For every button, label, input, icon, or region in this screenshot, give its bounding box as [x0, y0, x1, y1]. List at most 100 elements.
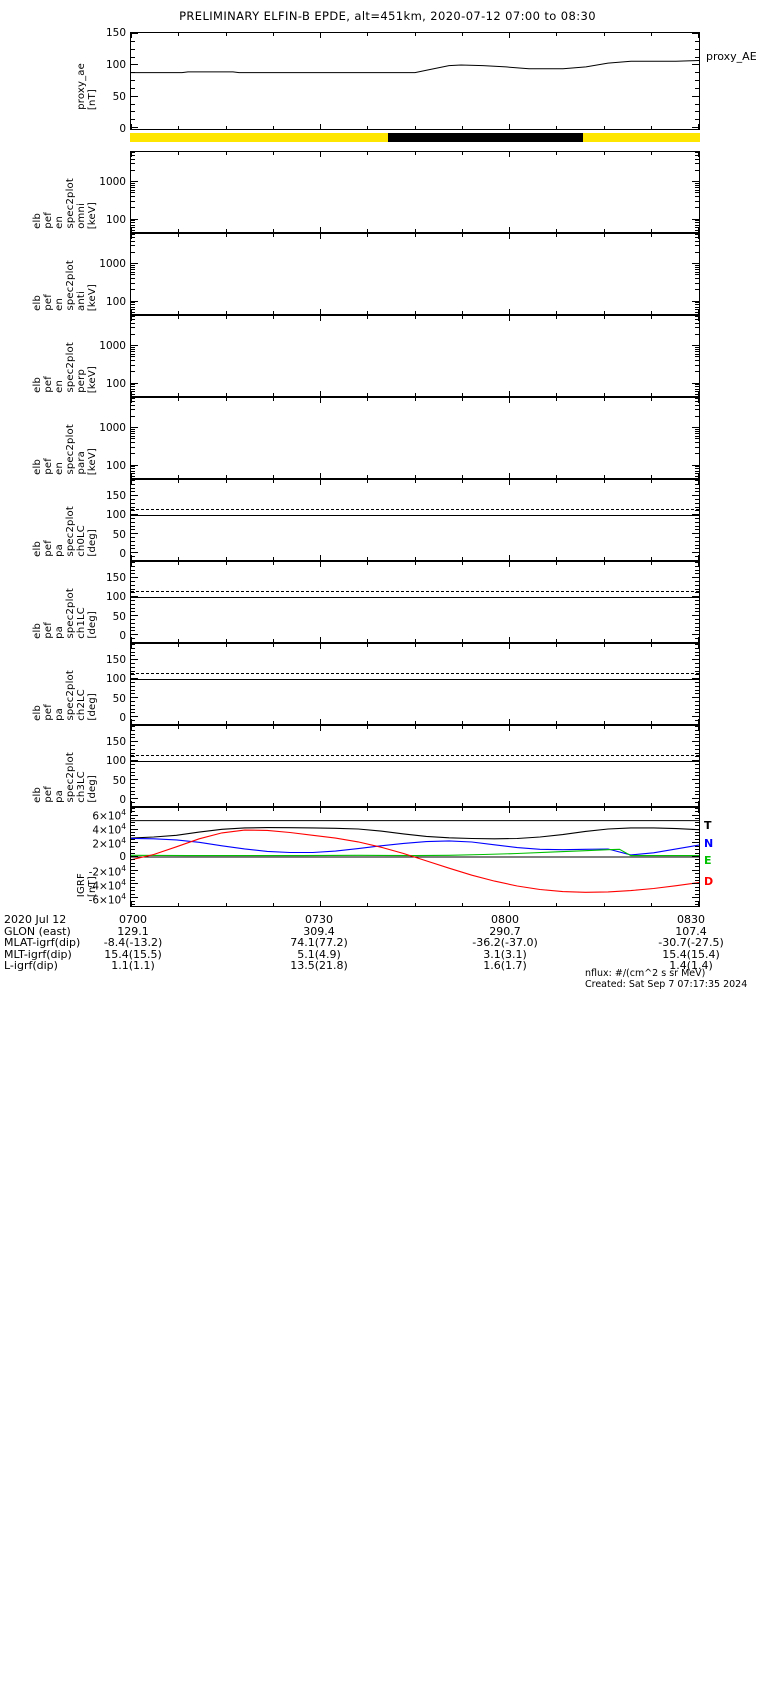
tick-mark — [603, 803, 605, 806]
tick-mark — [692, 427, 699, 429]
tick-mark — [695, 510, 699, 512]
tick-mark — [695, 415, 699, 417]
x-ticks-bottom — [131, 637, 699, 642]
tick-mark — [131, 480, 132, 485]
tick-mark — [556, 475, 558, 478]
y-ticks-right — [692, 152, 699, 232]
tick-mark — [698, 309, 699, 314]
tick-mark — [178, 557, 180, 560]
tick-mark — [178, 639, 180, 642]
y-axis-title-part: pef — [43, 786, 54, 803]
tick-mark — [178, 229, 180, 232]
tick-mark — [131, 562, 132, 567]
loss-cone-solid-line — [131, 679, 699, 681]
tick-mark — [461, 557, 463, 560]
tick-mark — [178, 803, 180, 806]
tick-mark — [509, 124, 510, 129]
tick-mark — [131, 748, 135, 750]
tick-mark — [695, 685, 699, 687]
tick-mark — [131, 573, 135, 575]
annotation-row-label: MLT-igrf(dip) — [4, 947, 72, 961]
tick-mark — [692, 464, 699, 466]
y-tick-label: 100 — [105, 591, 126, 604]
tick-mark — [650, 152, 652, 155]
tick-mark — [692, 741, 699, 743]
tick-mark — [461, 234, 463, 237]
tick-mark — [603, 229, 605, 232]
tick-mark — [695, 701, 699, 703]
tick-mark — [695, 322, 699, 324]
tick-mark — [272, 229, 274, 232]
y-axis-title-part: pa — [54, 790, 65, 803]
tick-mark — [131, 304, 135, 306]
y-axis-title-part: pa — [54, 544, 65, 557]
loss-cone-solid-line — [131, 515, 699, 517]
igrf-legend-D: D — [704, 875, 714, 888]
tick-mark — [131, 356, 135, 358]
tick-mark — [695, 266, 699, 268]
y-axis-title-part: elb — [32, 787, 43, 803]
y-axis-title-part: pef — [43, 294, 54, 311]
tick-mark — [178, 316, 180, 319]
tick-mark — [695, 200, 699, 202]
y-ticks-right — [692, 644, 699, 724]
tick-mark — [225, 316, 227, 319]
annotation-row: L-igrf(dip) 1.1(1.1) 13.5(21.8) 1.6(1.7) 1.4… — [4, 960, 775, 972]
tick-mark — [695, 588, 699, 590]
tick-mark — [556, 557, 558, 560]
tick-mark — [225, 562, 227, 565]
tick-mark — [692, 382, 699, 384]
tick-mark — [695, 364, 699, 366]
tick-mark — [131, 207, 135, 209]
tick-mark — [603, 562, 605, 565]
tick-mark — [131, 234, 132, 239]
y-axis-title-part: IGRF — [76, 872, 87, 897]
tick-mark — [131, 741, 138, 743]
tick-mark — [131, 428, 135, 430]
tick-mark — [272, 152, 274, 155]
y-axis-title-part: [nT] — [87, 88, 98, 110]
loss-cone-dashed-line — [131, 591, 699, 593]
tick-mark — [131, 708, 135, 710]
tick-mark — [272, 903, 274, 906]
tick-mark — [367, 398, 369, 401]
tick-mark — [695, 182, 699, 184]
tick-mark — [131, 435, 135, 437]
annotation-row-label: L-igrf(dip) — [4, 959, 58, 973]
tick-mark — [556, 803, 558, 806]
y-ticks-left — [131, 644, 138, 724]
tick-mark — [131, 764, 135, 766]
tick-mark — [650, 726, 652, 729]
y-tick-label: 0 — [119, 712, 126, 725]
y-ticks-left — [131, 480, 138, 560]
tick-mark — [131, 737, 135, 739]
tick-mark — [131, 404, 135, 406]
tick-mark — [698, 398, 699, 403]
tick-mark — [178, 234, 180, 237]
tick-mark — [131, 775, 135, 777]
x-ticks-bottom — [131, 227, 699, 232]
tick-mark — [461, 644, 463, 647]
tick-mark — [131, 544, 135, 546]
tick-mark — [131, 187, 135, 188]
tick-mark — [695, 651, 699, 653]
tick-mark — [556, 480, 558, 483]
tick-mark — [461, 311, 463, 314]
tick-mark — [695, 783, 699, 785]
y-tick-label: 50 — [112, 774, 126, 787]
annotation-value: 5.1(4.9) — [297, 947, 341, 961]
tick-mark — [320, 555, 321, 560]
annotation-value: 0800 — [491, 913, 519, 926]
y-axis-title-part: en — [54, 216, 65, 229]
tick-mark — [320, 726, 321, 731]
tick-mark — [695, 289, 699, 291]
tick-mark — [131, 351, 135, 352]
tick-mark — [603, 126, 605, 129]
tick-mark — [695, 786, 699, 788]
tick-mark — [131, 518, 135, 520]
x-ticks-top — [131, 33, 699, 38]
tick-mark — [320, 33, 321, 38]
tick-mark — [131, 327, 135, 329]
tick-mark — [131, 430, 135, 432]
tick-mark — [695, 220, 699, 222]
